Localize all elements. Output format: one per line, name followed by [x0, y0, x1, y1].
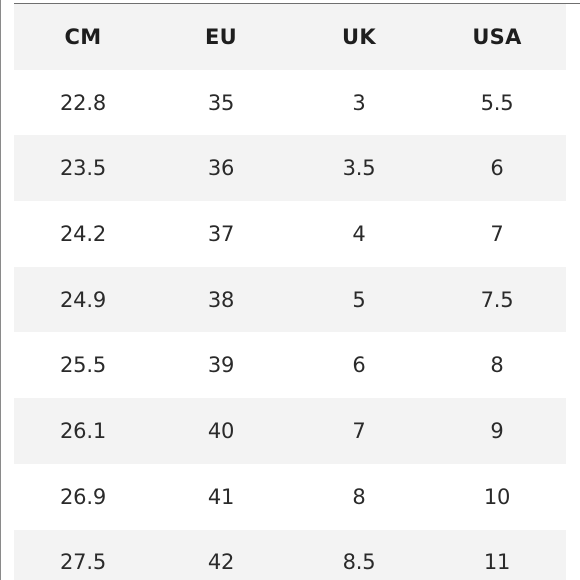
table-row: 26.1 40 7 9: [14, 398, 566, 464]
cell-usa: 9: [490, 418, 504, 443]
cell-cm: 27.5: [60, 550, 106, 575]
table-row: 26.9 41 8 10: [14, 464, 566, 530]
cell-usa: 8: [490, 353, 504, 378]
table-row: 27.5 42 8.5 11: [14, 529, 566, 580]
cell-usa: 5.5: [480, 90, 514, 115]
cell-usa: 7: [490, 221, 504, 246]
cell-cm: 25.5: [60, 353, 106, 378]
column-header-cm: CM: [64, 24, 102, 49]
cell-eu: 36: [207, 156, 235, 181]
cell-uk: 5: [352, 287, 366, 312]
cell-uk: 3: [352, 90, 366, 115]
column-header-uk: UK: [342, 24, 376, 49]
cell-uk: 8: [352, 484, 366, 509]
table-row: 24.2 37 4 7: [14, 201, 566, 267]
size-chart-table: CM EU UK USA 22.8 35 3 5.5 23.5 36 3.5 6…: [14, 4, 566, 580]
cell-uk: 8.5: [342, 550, 376, 575]
cell-usa: 10: [483, 484, 511, 509]
cell-eu: 41: [207, 484, 235, 509]
top-divider: [14, 3, 580, 4]
cell-usa: 6: [490, 156, 504, 181]
cell-usa: 11: [483, 550, 511, 575]
table-row: 25.5 39 6 8: [14, 332, 566, 398]
cell-uk: 7: [352, 418, 366, 443]
cell-eu: 35: [207, 90, 235, 115]
cell-eu: 42: [207, 550, 235, 575]
left-divider: [0, 0, 1, 580]
table-row: 24.9 38 5 7.5: [14, 266, 566, 333]
cell-usa: 7.5: [480, 287, 514, 312]
cell-eu: 39: [207, 353, 235, 378]
cell-cm: 24.2: [60, 221, 106, 246]
cell-eu: 38: [207, 287, 235, 312]
table-row: 23.5 36 3.5 6: [14, 135, 566, 202]
cell-cm: 26.9: [60, 484, 106, 509]
cell-uk: 4: [352, 221, 366, 246]
cell-cm: 26.1: [60, 418, 106, 443]
column-header-eu: EU: [205, 24, 237, 49]
table-header-row: CM EU UK USA: [14, 4, 566, 70]
cell-uk: 3.5: [342, 156, 376, 181]
cell-cm: 24.9: [60, 287, 106, 312]
cell-eu: 40: [207, 418, 235, 443]
cell-cm: 23.5: [60, 156, 106, 181]
cell-eu: 37: [207, 221, 235, 246]
column-header-usa: USA: [472, 24, 522, 49]
cell-uk: 6: [352, 353, 366, 378]
cell-cm: 22.8: [60, 90, 106, 115]
table-row: 22.8 35 3 5.5: [14, 70, 566, 136]
